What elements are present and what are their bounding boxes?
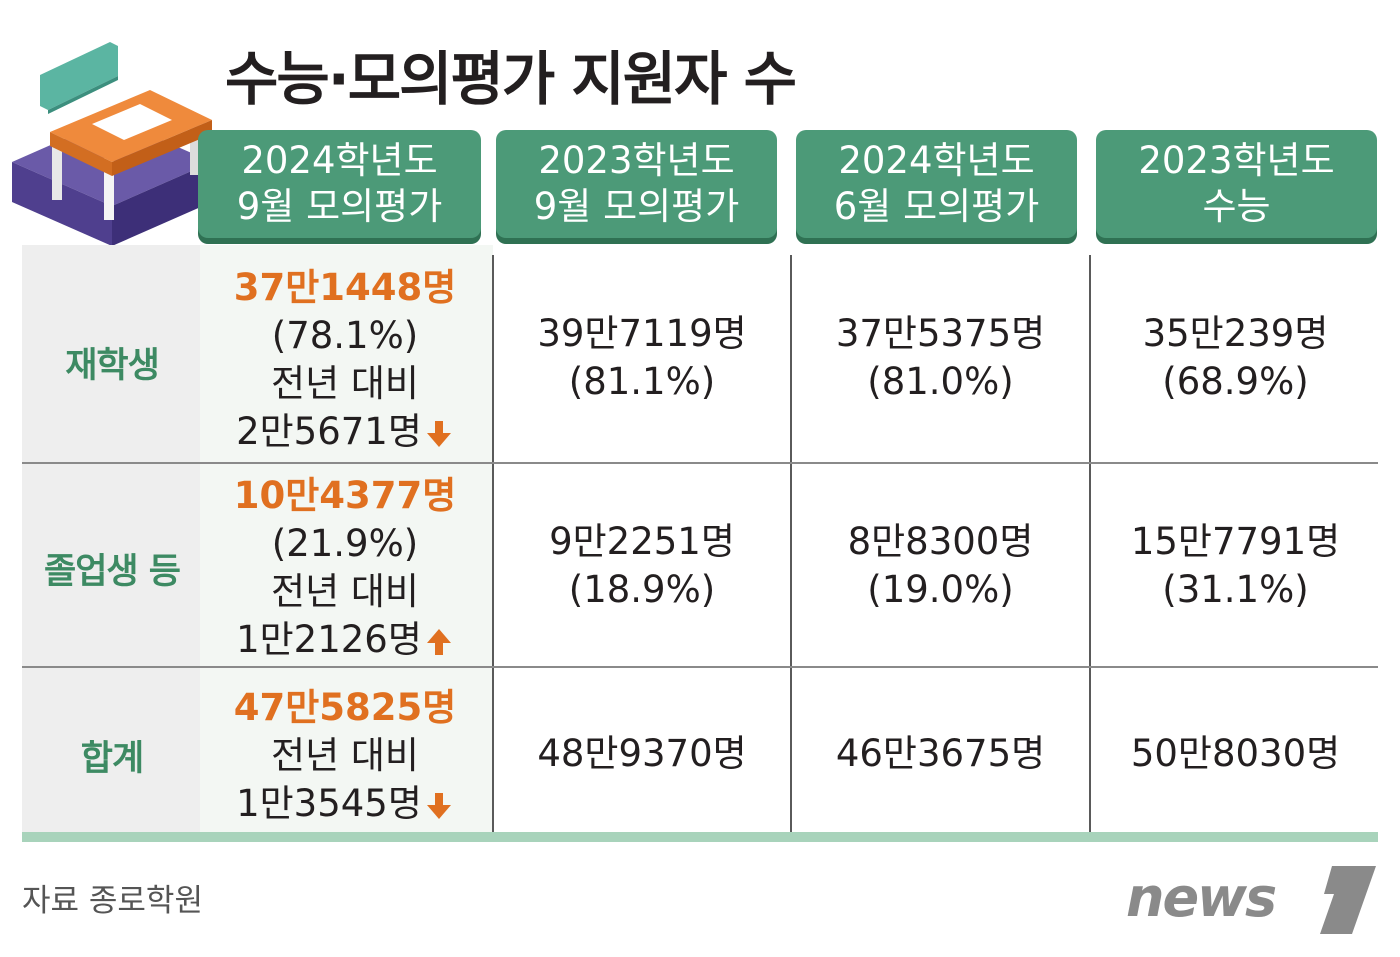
table-cell: 35만239명 (68.9%): [1091, 310, 1380, 406]
table-cell: 10만4377명 (21.9%) 전년 대비 1만2126명: [200, 472, 490, 664]
table-cell: 47만5825명 전년 대비 1만3545명: [200, 684, 490, 828]
cell-change: 1만3545명: [200, 780, 490, 828]
column-header-4: 2023학년도 수능: [1096, 130, 1377, 238]
table-cell: 50만8030명: [1091, 730, 1380, 778]
cell-percent: (81.1%): [568, 360, 716, 403]
cell-note: 전년 대비: [271, 570, 419, 613]
cell-percent: (68.9%): [1162, 360, 1309, 403]
table-cell: 15만7791명 (31.1%): [1091, 518, 1380, 614]
cell-count: 15만7791명: [1130, 520, 1341, 563]
cell-percent: (21.9%): [271, 522, 419, 565]
row-label-total: 합계: [80, 739, 144, 779]
column-divider: [492, 255, 494, 835]
row-divider: [22, 462, 1378, 464]
column-divider: [790, 255, 792, 835]
row-label-graduates: 졸업생 등: [44, 552, 181, 592]
arrow-up-icon: [426, 628, 451, 655]
cell-change: 1만2126명: [200, 616, 490, 664]
cell-change: 2만5671명: [200, 408, 490, 456]
arrow-down-icon: [426, 420, 451, 447]
news1-logo: news: [1126, 866, 1376, 934]
row-label-panel: [22, 245, 202, 835]
cell-percent: (19.0%): [867, 568, 1014, 611]
cell-percent: (81.0%): [867, 360, 1014, 403]
desk-illustration-icon: [12, 42, 212, 246]
cell-count: 37만1448명: [233, 266, 457, 309]
table-cell: 48만9370명: [494, 730, 790, 778]
column-divider: [1089, 255, 1091, 835]
table-bottom-border: [22, 832, 1378, 842]
cell-count: 9만2251명: [549, 520, 735, 563]
column-header-3: 2024학년도 6월 모의평가: [796, 130, 1077, 238]
arrow-down-icon: [426, 792, 451, 819]
cell-count: 50만8030명: [1130, 732, 1341, 775]
page-title: 수능·모의평가 지원자 수: [225, 45, 797, 113]
highlight-column: [200, 245, 493, 835]
cell-note: 전년 대비: [271, 734, 419, 777]
cell-count: 37만5375명: [835, 312, 1046, 355]
source-note: 자료 종로학원: [22, 883, 203, 919]
column-header-2: 2023학년도 9월 모의평가: [496, 130, 777, 238]
cell-count: 8만8300명: [847, 520, 1034, 563]
cell-count: 48만9370명: [537, 732, 747, 775]
table-cell: 39만7119명 (81.1%): [494, 310, 790, 406]
table-cell: 37만1448명 (78.1%) 전년 대비 2만5671명: [200, 264, 490, 456]
cell-count: 47만5825명: [233, 686, 457, 729]
cell-percent: (31.1%): [1162, 568, 1309, 611]
cell-count: 10만4377명: [233, 474, 457, 517]
cell-percent: (78.1%): [271, 314, 419, 357]
svg-text:news: news: [1126, 866, 1276, 929]
cell-count: 46만3675명: [835, 732, 1046, 775]
cell-percent: (18.9%): [568, 568, 716, 611]
table-cell: 8만8300명 (19.0%): [792, 518, 1089, 614]
column-header-1: 2024학년도 9월 모의평가: [198, 130, 481, 238]
row-divider: [22, 666, 1378, 668]
table-cell: 9만2251명 (18.9%): [494, 518, 790, 614]
cell-note: 전년 대비: [271, 362, 419, 405]
table-cell: 46만3675명: [792, 730, 1089, 778]
row-label-enrolled: 재학생: [65, 346, 160, 386]
table-cell: 37만5375명 (81.0%): [792, 310, 1089, 406]
cell-count: 35만239명: [1142, 312, 1329, 355]
cell-count: 39만7119명: [537, 312, 747, 355]
